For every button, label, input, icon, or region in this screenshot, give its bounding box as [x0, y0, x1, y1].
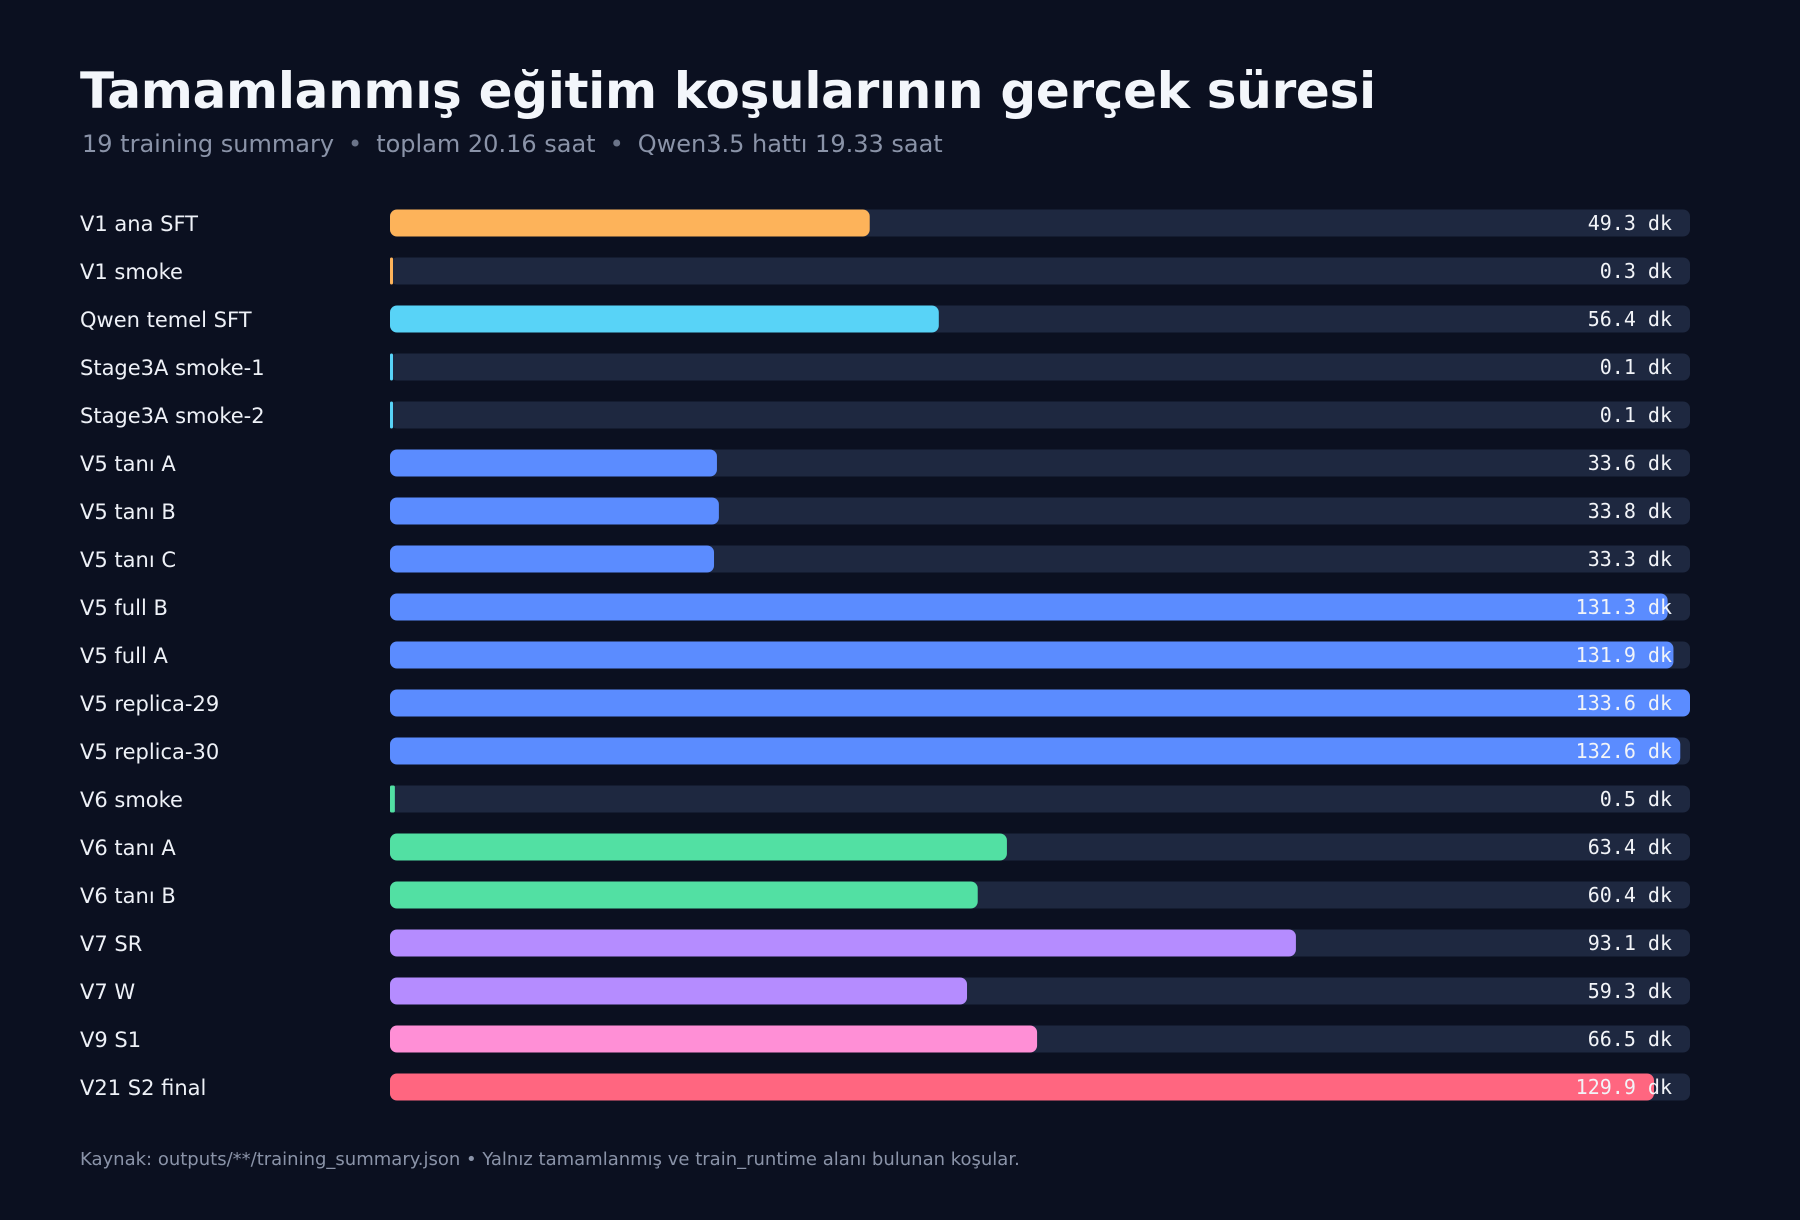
bar	[390, 209, 870, 237]
bar	[390, 497, 719, 525]
bar-row: Stage3A smoke-2 0.1 dk	[80, 401, 1690, 429]
bar	[390, 641, 1674, 669]
bar-row: V6 smoke 0.5 dk	[80, 785, 1690, 813]
category-label: Qwen temel SFT	[80, 308, 252, 332]
value-label: 0.5 dk	[1600, 787, 1672, 811]
bar-row: V1 ana SFT 49.3 dk	[80, 209, 1690, 237]
bar-row: V5 full A 131.9 dk	[80, 641, 1690, 669]
bar	[390, 785, 395, 813]
bar-row: V7 W 59.3 dk	[80, 977, 1690, 1005]
bar-row: V5 tanı A 33.6 dk	[80, 449, 1690, 477]
category-label: V7 W	[80, 980, 135, 1004]
value-label: 33.3 dk	[1588, 547, 1672, 571]
bar	[390, 977, 968, 1005]
category-label: V5 full B	[80, 596, 168, 620]
value-label: 63.4 dk	[1588, 835, 1672, 859]
subtitle-qwen-hours: Qwen3.5 hattı 19.33 saat	[637, 130, 943, 158]
category-label: V6 tanı A	[80, 836, 176, 860]
category-label: V1 ana SFT	[80, 212, 198, 236]
value-label: 129.9 dk	[1576, 1075, 1672, 1099]
chart-subtitle: 19 training summary • toplam 20.16 saat • Qw…	[82, 130, 943, 158]
bar-row: V6 tanı B 60.4 dk	[80, 881, 1690, 909]
category-label: V5 tanı C	[80, 548, 176, 572]
bar	[390, 353, 393, 381]
value-label: 93.1 dk	[1588, 931, 1672, 955]
bar	[390, 833, 1007, 861]
bar-row: V5 tanı B 33.8 dk	[80, 497, 1690, 525]
category-label: Stage3A smoke-2	[80, 404, 265, 428]
source-footnote: Kaynak: outputs/**/training_summary.json…	[80, 1149, 1020, 1170]
category-label: V5 replica-29	[80, 692, 219, 716]
bar-row: V5 replica-29 133.6 dk	[80, 689, 1690, 717]
subtitle-total-hours: toplam 20.16 saat	[376, 130, 596, 158]
subtitle-run-count: 19 training summary	[82, 130, 335, 158]
category-label: V5 tanı B	[80, 500, 176, 524]
value-label: 33.6 dk	[1588, 451, 1672, 475]
bar	[390, 305, 939, 333]
value-label: 131.3 dk	[1576, 595, 1672, 619]
value-label: 33.8 dk	[1588, 499, 1672, 523]
value-label: 56.4 dk	[1588, 307, 1672, 331]
category-label: V7 SR	[80, 932, 142, 956]
bar	[390, 401, 393, 429]
bar-row: Stage3A smoke-1 0.1 dk	[80, 353, 1690, 381]
category-label: V6 tanı B	[80, 884, 176, 908]
value-label: 132.6 dk	[1576, 739, 1672, 763]
value-label: 60.4 dk	[1588, 883, 1672, 907]
category-label: V5 replica-30	[80, 740, 219, 764]
value-label: 66.5 dk	[1588, 1027, 1672, 1051]
category-label: V1 smoke	[80, 260, 183, 284]
bar-row: V9 S1 66.5 dk	[80, 1025, 1690, 1053]
bar	[390, 881, 978, 909]
subtitle-separator: •	[609, 130, 624, 158]
bar	[390, 737, 1681, 765]
value-label: 0.3 dk	[1600, 259, 1672, 283]
bar-row: V6 tanı A 63.4 dk	[80, 833, 1690, 861]
subtitle-separator: •	[348, 130, 363, 158]
bar	[390, 1025, 1038, 1053]
category-label: V5 full A	[80, 644, 168, 668]
category-label: V5 tanı A	[80, 452, 176, 476]
bar-row: V1 smoke 0.3 dk	[80, 257, 1690, 285]
category-label: V9 S1	[80, 1028, 141, 1052]
bar-row: V5 replica-30 132.6 dk	[80, 737, 1690, 765]
bar	[390, 689, 1690, 717]
value-label: 49.3 dk	[1588, 211, 1672, 235]
bar-track	[390, 353, 1690, 381]
bar-row: Qwen temel SFT 56.4 dk	[80, 305, 1690, 333]
bar	[390, 449, 717, 477]
bar	[390, 593, 1668, 621]
bar	[390, 545, 715, 573]
value-label: 131.9 dk	[1576, 643, 1672, 667]
bar-track	[390, 257, 1690, 285]
bar-row: V5 full B 131.3 dk	[80, 593, 1690, 621]
category-label: Stage3A smoke-1	[80, 356, 265, 380]
bar	[390, 1073, 1654, 1101]
bar-row: V7 SR 93.1 dk	[80, 929, 1690, 957]
value-label: 0.1 dk	[1600, 403, 1672, 427]
bar-track	[390, 785, 1690, 813]
bar-track	[390, 401, 1690, 429]
value-label: 133.6 dk	[1576, 691, 1672, 715]
value-label: 59.3 dk	[1588, 979, 1672, 1003]
category-label: V6 smoke	[80, 788, 183, 812]
chart-title: Tamamlanmış eğitim koşularının gerçek sü…	[80, 62, 1376, 120]
bar-row: V5 tanı C 33.3 dk	[80, 545, 1690, 573]
bar	[390, 929, 1296, 957]
bar-track	[390, 545, 1690, 573]
bar-row: V21 S2 final 129.9 dk	[80, 1073, 1690, 1101]
category-label: V21 S2 final	[80, 1076, 206, 1100]
bar	[390, 257, 393, 285]
value-label: 0.1 dk	[1600, 355, 1672, 379]
